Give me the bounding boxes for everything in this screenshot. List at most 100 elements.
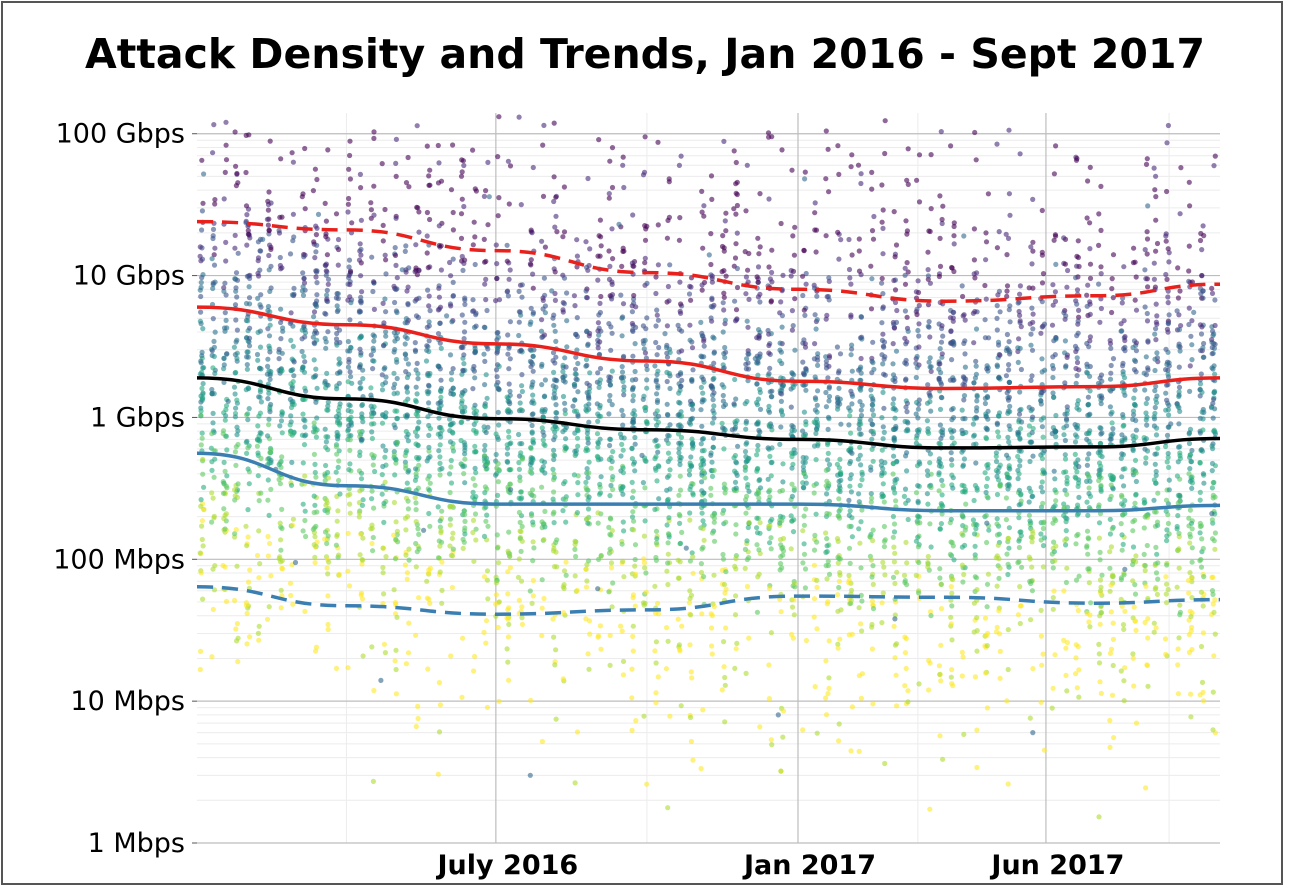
data-point bbox=[767, 487, 773, 493]
data-point bbox=[800, 382, 806, 388]
data-point bbox=[1049, 322, 1056, 328]
data-point bbox=[257, 267, 263, 273]
data-point bbox=[232, 302, 239, 308]
data-point bbox=[1063, 672, 1069, 679]
data-point bbox=[733, 181, 739, 187]
data-point bbox=[368, 403, 374, 409]
data-point bbox=[210, 606, 216, 613]
data-point bbox=[951, 241, 957, 247]
data-point bbox=[483, 640, 489, 646]
data-point bbox=[994, 141, 1000, 147]
data-point bbox=[735, 443, 741, 449]
data-point bbox=[916, 681, 922, 687]
data-point bbox=[984, 366, 990, 372]
data-point bbox=[459, 400, 465, 406]
data-point bbox=[449, 535, 455, 542]
data-point bbox=[311, 239, 317, 245]
data-point bbox=[595, 328, 601, 334]
data-point bbox=[744, 484, 751, 490]
data-point bbox=[585, 506, 592, 512]
data-point bbox=[347, 369, 353, 375]
data-point bbox=[755, 294, 762, 300]
data-point bbox=[653, 660, 659, 666]
data-point bbox=[403, 180, 410, 186]
data-point bbox=[722, 317, 729, 323]
data-point bbox=[972, 375, 979, 381]
data-point bbox=[595, 277, 601, 283]
data-point bbox=[506, 428, 512, 434]
data-point bbox=[540, 429, 546, 435]
data-point bbox=[232, 370, 238, 376]
data-point bbox=[812, 210, 818, 216]
data-point bbox=[1004, 698, 1010, 704]
data-point bbox=[518, 202, 524, 208]
data-point bbox=[766, 696, 773, 702]
data-point bbox=[743, 274, 750, 280]
data-point bbox=[255, 630, 261, 637]
data-point bbox=[733, 593, 739, 599]
data-point bbox=[825, 457, 831, 463]
data-point bbox=[1026, 499, 1032, 505]
data-point bbox=[519, 388, 526, 395]
data-point bbox=[235, 659, 241, 665]
data-point bbox=[200, 272, 206, 278]
data-point bbox=[1064, 474, 1070, 480]
data-point bbox=[757, 406, 764, 412]
data-point bbox=[766, 403, 772, 409]
data-point bbox=[698, 465, 704, 471]
data-point bbox=[766, 662, 772, 668]
data-point bbox=[825, 414, 832, 420]
data-point bbox=[458, 235, 465, 241]
data-point bbox=[585, 447, 591, 453]
data-point bbox=[348, 414, 354, 420]
data-point bbox=[393, 691, 399, 697]
data-point bbox=[901, 572, 908, 579]
data-point bbox=[654, 408, 660, 414]
data-point bbox=[1039, 424, 1045, 430]
data-point bbox=[233, 317, 239, 323]
data-point bbox=[1005, 781, 1011, 787]
data-point bbox=[983, 425, 989, 431]
data-point bbox=[803, 474, 809, 480]
data-point bbox=[937, 566, 943, 572]
data-point bbox=[823, 658, 829, 664]
data-point bbox=[983, 414, 989, 420]
data-point bbox=[890, 372, 897, 378]
data-point bbox=[858, 171, 864, 177]
data-point bbox=[970, 421, 977, 427]
data-point bbox=[483, 618, 490, 624]
data-point bbox=[357, 552, 363, 558]
data-point bbox=[971, 497, 977, 504]
data-point bbox=[928, 408, 934, 414]
data-point bbox=[1039, 489, 1046, 495]
data-point bbox=[997, 352, 1003, 358]
data-point bbox=[1017, 389, 1023, 395]
data-point bbox=[870, 581, 876, 588]
data-point bbox=[289, 150, 295, 156]
data-point bbox=[358, 252, 364, 258]
data-point bbox=[586, 459, 592, 465]
data-point bbox=[904, 582, 910, 588]
data-point bbox=[666, 433, 672, 439]
data-point bbox=[607, 382, 614, 388]
data-point bbox=[755, 489, 761, 496]
data-point bbox=[404, 288, 410, 294]
data-point bbox=[564, 290, 570, 296]
data-point bbox=[413, 519, 419, 525]
data-point bbox=[1004, 331, 1011, 338]
data-point bbox=[462, 456, 468, 462]
data-point bbox=[587, 370, 593, 376]
data-point bbox=[516, 431, 522, 438]
data-point bbox=[336, 380, 342, 386]
data-point bbox=[437, 518, 443, 524]
data-point bbox=[972, 482, 979, 489]
data-point bbox=[744, 162, 750, 168]
data-point bbox=[856, 236, 862, 242]
data-point bbox=[913, 435, 920, 441]
data-point bbox=[632, 556, 638, 563]
data-point bbox=[199, 523, 205, 529]
data-point bbox=[847, 413, 853, 419]
data-point bbox=[450, 279, 456, 285]
data-point bbox=[484, 512, 490, 518]
data-point bbox=[757, 724, 763, 730]
